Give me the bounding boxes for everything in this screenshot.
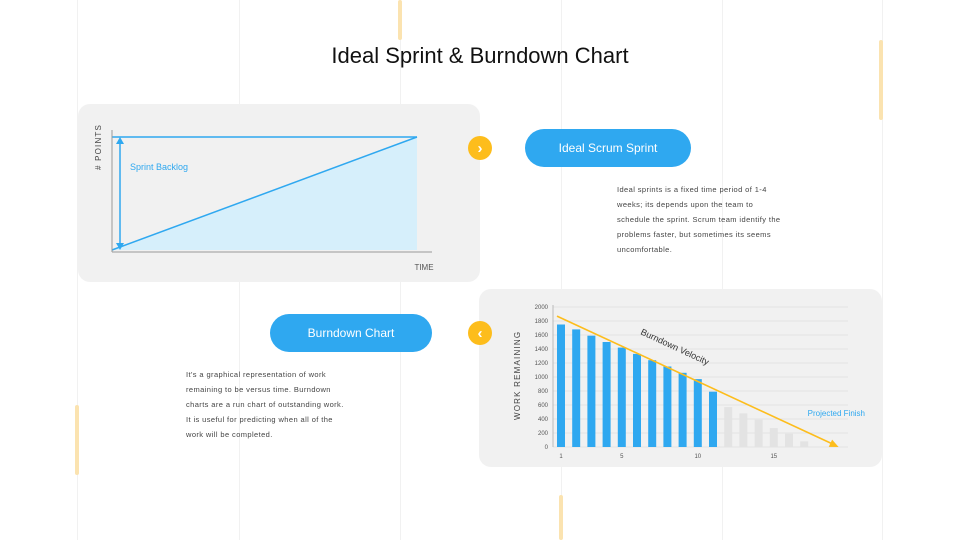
- description-line: Ideal sprints is a fixed time period of …: [617, 185, 767, 194]
- y-tick-label: 2000: [535, 305, 549, 311]
- arrow-head-down: [116, 243, 124, 250]
- y-tick-label: 800: [538, 389, 549, 395]
- y-tick-label: 1200: [535, 361, 549, 367]
- backlog-label: Sprint Backlog: [130, 162, 188, 172]
- description-line: remaining to be versus time. Burndown: [186, 385, 331, 394]
- chevron-right-icon[interactable]: ›: [468, 136, 492, 160]
- actual-bar: [557, 324, 565, 447]
- projected-bar: [739, 413, 748, 447]
- y-tick-label: 1400: [535, 347, 549, 353]
- guide-line: [561, 0, 562, 540]
- description-line: It is useful for predicting when all of …: [186, 415, 333, 424]
- actual-bar: [633, 353, 641, 447]
- description-line: work will be completed.: [186, 430, 273, 439]
- actual-bar: [617, 347, 626, 447]
- x-tick-label: 1: [559, 454, 563, 460]
- actual-bar: [572, 329, 581, 447]
- actual-bar: [693, 379, 702, 447]
- chevron-left-icon[interactable]: ‹: [468, 321, 492, 345]
- decor-bar: [75, 405, 79, 475]
- x-axis-label: TIME: [414, 263, 433, 272]
- y-tick-label: 200: [538, 431, 549, 437]
- y-tick-label: 400: [538, 417, 549, 423]
- y-tick-label: 600: [538, 403, 549, 409]
- decor-bar: [398, 0, 402, 40]
- projected-bar: [800, 441, 809, 447]
- page-title: Ideal Sprint & Burndown Chart: [331, 43, 629, 68]
- decor-bar: [559, 495, 563, 540]
- actual-bar: [663, 366, 672, 447]
- burndown-description: It's a graphical representation of work …: [186, 367, 376, 442]
- velocity-arrow-head: [828, 439, 839, 447]
- description-line: schedule the sprint. Scrum team identify…: [617, 215, 781, 224]
- actual-bar: [678, 372, 687, 447]
- arrow-head-up: [116, 137, 124, 144]
- y-tick-label: 1000: [535, 375, 549, 381]
- projected-bar: [724, 407, 733, 447]
- actual-bar: [602, 342, 611, 447]
- guide-line: [882, 0, 883, 540]
- description-line: charts are a run chart of outstanding wo…: [186, 400, 344, 409]
- ideal-sprint-pill[interactable]: Ideal Scrum Sprint: [525, 129, 691, 167]
- x-tick-label: 5: [620, 454, 624, 460]
- projected-bar: [785, 433, 793, 447]
- description-line: uncomfortable.: [617, 245, 673, 254]
- projected-bar: [754, 419, 763, 447]
- x-tick-label: 10: [694, 454, 701, 460]
- x-tick-label: 15: [770, 454, 777, 460]
- description-line: problems faster, but sometimes its seems: [617, 230, 771, 239]
- ideal-diagonal-line: [111, 136, 418, 251]
- description-line: weeks; its depends upon the team to: [617, 200, 754, 209]
- y-tick-label: 1800: [535, 319, 549, 325]
- ideal-sprint-description: Ideal sprints is a fixed time period of …: [617, 182, 807, 257]
- actual-bar: [648, 360, 657, 447]
- guide-line: [722, 0, 723, 540]
- velocity-line: [556, 315, 833, 445]
- decor-bar: [879, 40, 883, 120]
- actual-bar: [709, 391, 717, 447]
- projected-finish-label: Projected Finish: [808, 409, 865, 418]
- burndown-pill[interactable]: Burndown Chart: [270, 314, 432, 352]
- projected-bar: [769, 428, 778, 447]
- actual-bar: [587, 335, 596, 447]
- y-tick-label: 1600: [535, 333, 549, 339]
- y-tick-label: 0: [545, 445, 549, 451]
- description-line: It's a graphical representation of work: [186, 370, 327, 379]
- guide-line: [77, 0, 78, 540]
